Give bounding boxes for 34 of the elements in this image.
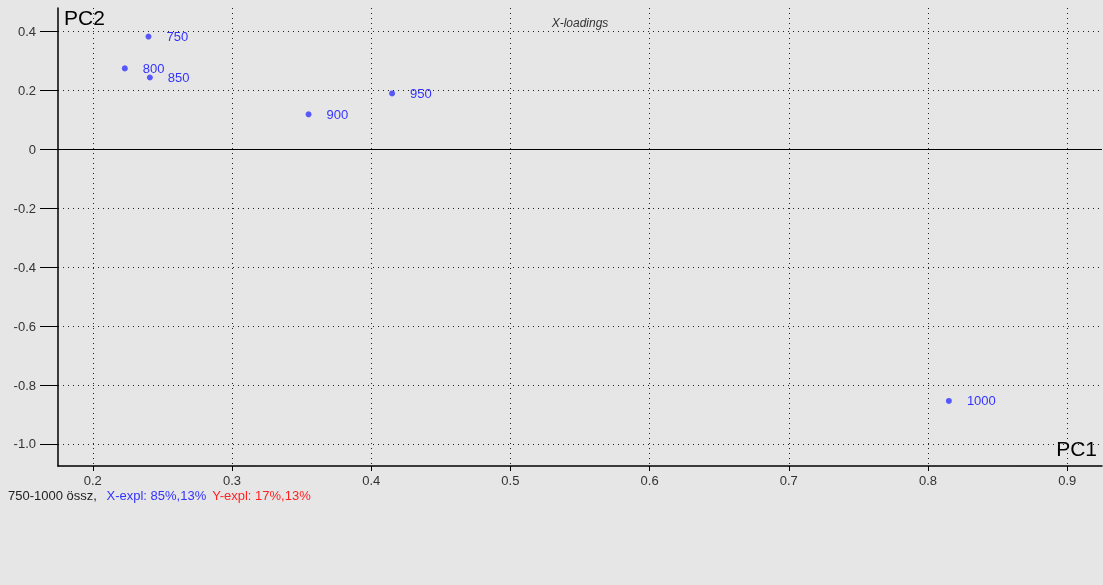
x-tick-label: 0.5 [501,473,520,488]
point [945,397,952,404]
annotation: 900 [326,106,349,122]
y-axis-title: PC2 [64,6,105,29]
text: 750-1000 össz, [8,488,101,503]
x-tick-label: 0.3 [222,473,242,488]
text: Y-expl: 17%,13% [212,488,312,503]
y-tick-label: -0.8 [13,377,36,393]
point [146,74,153,81]
annotation: 950 [410,85,432,101]
text: X-expl: 85%,13% [106,488,207,503]
annotation: 750 [166,29,189,45]
x-axis-title: PC1 [1056,437,1098,460]
y-tick-label: -0.4 [13,259,36,275]
annotation: 800 [142,60,165,76]
x-tick-label: 0.8 [918,473,938,488]
y-tick-label: -0.6 [13,318,36,334]
point [389,90,396,97]
text: X-loadings [550,16,609,30]
y-tick-label: 0.4 [17,24,36,40]
point [145,33,152,40]
x-tick-label: 0.4 [362,473,381,488]
annotation: 850 [167,70,190,86]
point [121,65,128,72]
y-tick-label: 0.2 [17,82,36,98]
y-tick-label: 0 [28,141,36,157]
x-tick-label: 0.2 [83,473,102,488]
y-tick-label: -0.2 [13,200,36,216]
point [305,111,312,118]
x-tick-label: 0.7 [779,473,798,488]
y-tick-label: -1.0 [13,436,36,452]
x-tick-label: 0.6 [640,473,659,488]
x-tick-label: 0.9 [1058,473,1077,488]
annotation: 1000 [966,393,996,409]
